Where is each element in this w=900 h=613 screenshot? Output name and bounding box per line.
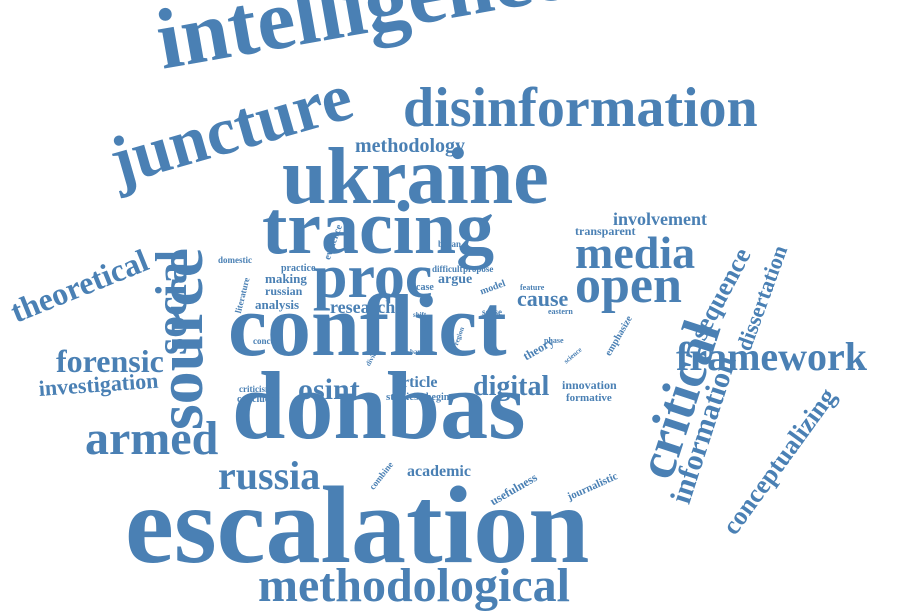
word-case: case xyxy=(416,282,434,293)
word-framework: framework xyxy=(676,334,868,379)
word-proc: proc xyxy=(313,243,433,311)
word-innovation: innovation xyxy=(562,378,617,392)
word-argue: argue xyxy=(438,272,473,287)
word-conclude: conclude xyxy=(237,394,275,405)
word-donbas: donbas xyxy=(232,352,526,459)
word-eastern: eastern xyxy=(548,307,573,316)
word-theoretical: theoretical xyxy=(5,241,154,330)
word-tracing: tracing xyxy=(262,186,495,270)
word-disinformation: disinformation xyxy=(403,77,758,139)
word-studies: studies xyxy=(386,391,419,403)
word-making: making xyxy=(265,271,307,286)
word-involvement: involvement xyxy=(613,209,707,229)
word-practice: practice xyxy=(281,263,316,274)
word-russian: russian xyxy=(265,284,303,298)
word-methodology: methodology xyxy=(355,135,465,157)
word-armed: armed xyxy=(85,412,219,465)
word-phase: phase xyxy=(544,336,564,345)
word-osint: osint xyxy=(298,373,360,406)
word-difficult: difficult xyxy=(432,264,463,274)
word-intelligence: intelligence xyxy=(149,0,576,88)
word-russia: russia xyxy=(218,453,321,498)
word-concept: concept xyxy=(253,336,283,346)
word-domestic: domestic xyxy=(218,255,252,265)
word-research: research xyxy=(330,297,396,317)
word-began: began xyxy=(438,239,462,249)
word-criticism: criticism xyxy=(239,384,273,394)
word-feature: feature xyxy=(520,283,545,292)
word-science: science xyxy=(562,345,584,366)
word-band: band xyxy=(410,348,426,356)
word-sense: sense xyxy=(482,307,502,317)
word-open: open xyxy=(575,257,682,314)
word-formative: formative xyxy=(566,392,612,404)
word-cause: cause xyxy=(517,286,569,311)
word-article: article xyxy=(394,374,438,391)
word-academic: academic xyxy=(407,463,471,480)
word-digital: digital xyxy=(473,371,550,402)
word-emphasize: emphasize xyxy=(603,314,635,358)
word-conflict: conflict xyxy=(228,278,507,375)
word-begin: begin xyxy=(426,392,450,403)
word-social: social xyxy=(147,249,196,355)
word-forensic: forensic xyxy=(56,343,164,379)
word-transparent: transparent xyxy=(575,224,636,238)
word-conceptualizing: conceptualizing xyxy=(716,382,842,540)
word-escalation: escalation xyxy=(125,464,590,586)
word-methodological: methodological xyxy=(258,559,570,612)
word-analysis: analysis xyxy=(255,297,300,312)
word-propose: propose xyxy=(463,264,494,274)
word-ukraine: ukraine xyxy=(282,133,549,221)
word-shift: shift xyxy=(413,311,427,319)
word-investigation: investigation xyxy=(37,367,160,401)
word-media: media xyxy=(575,227,696,278)
